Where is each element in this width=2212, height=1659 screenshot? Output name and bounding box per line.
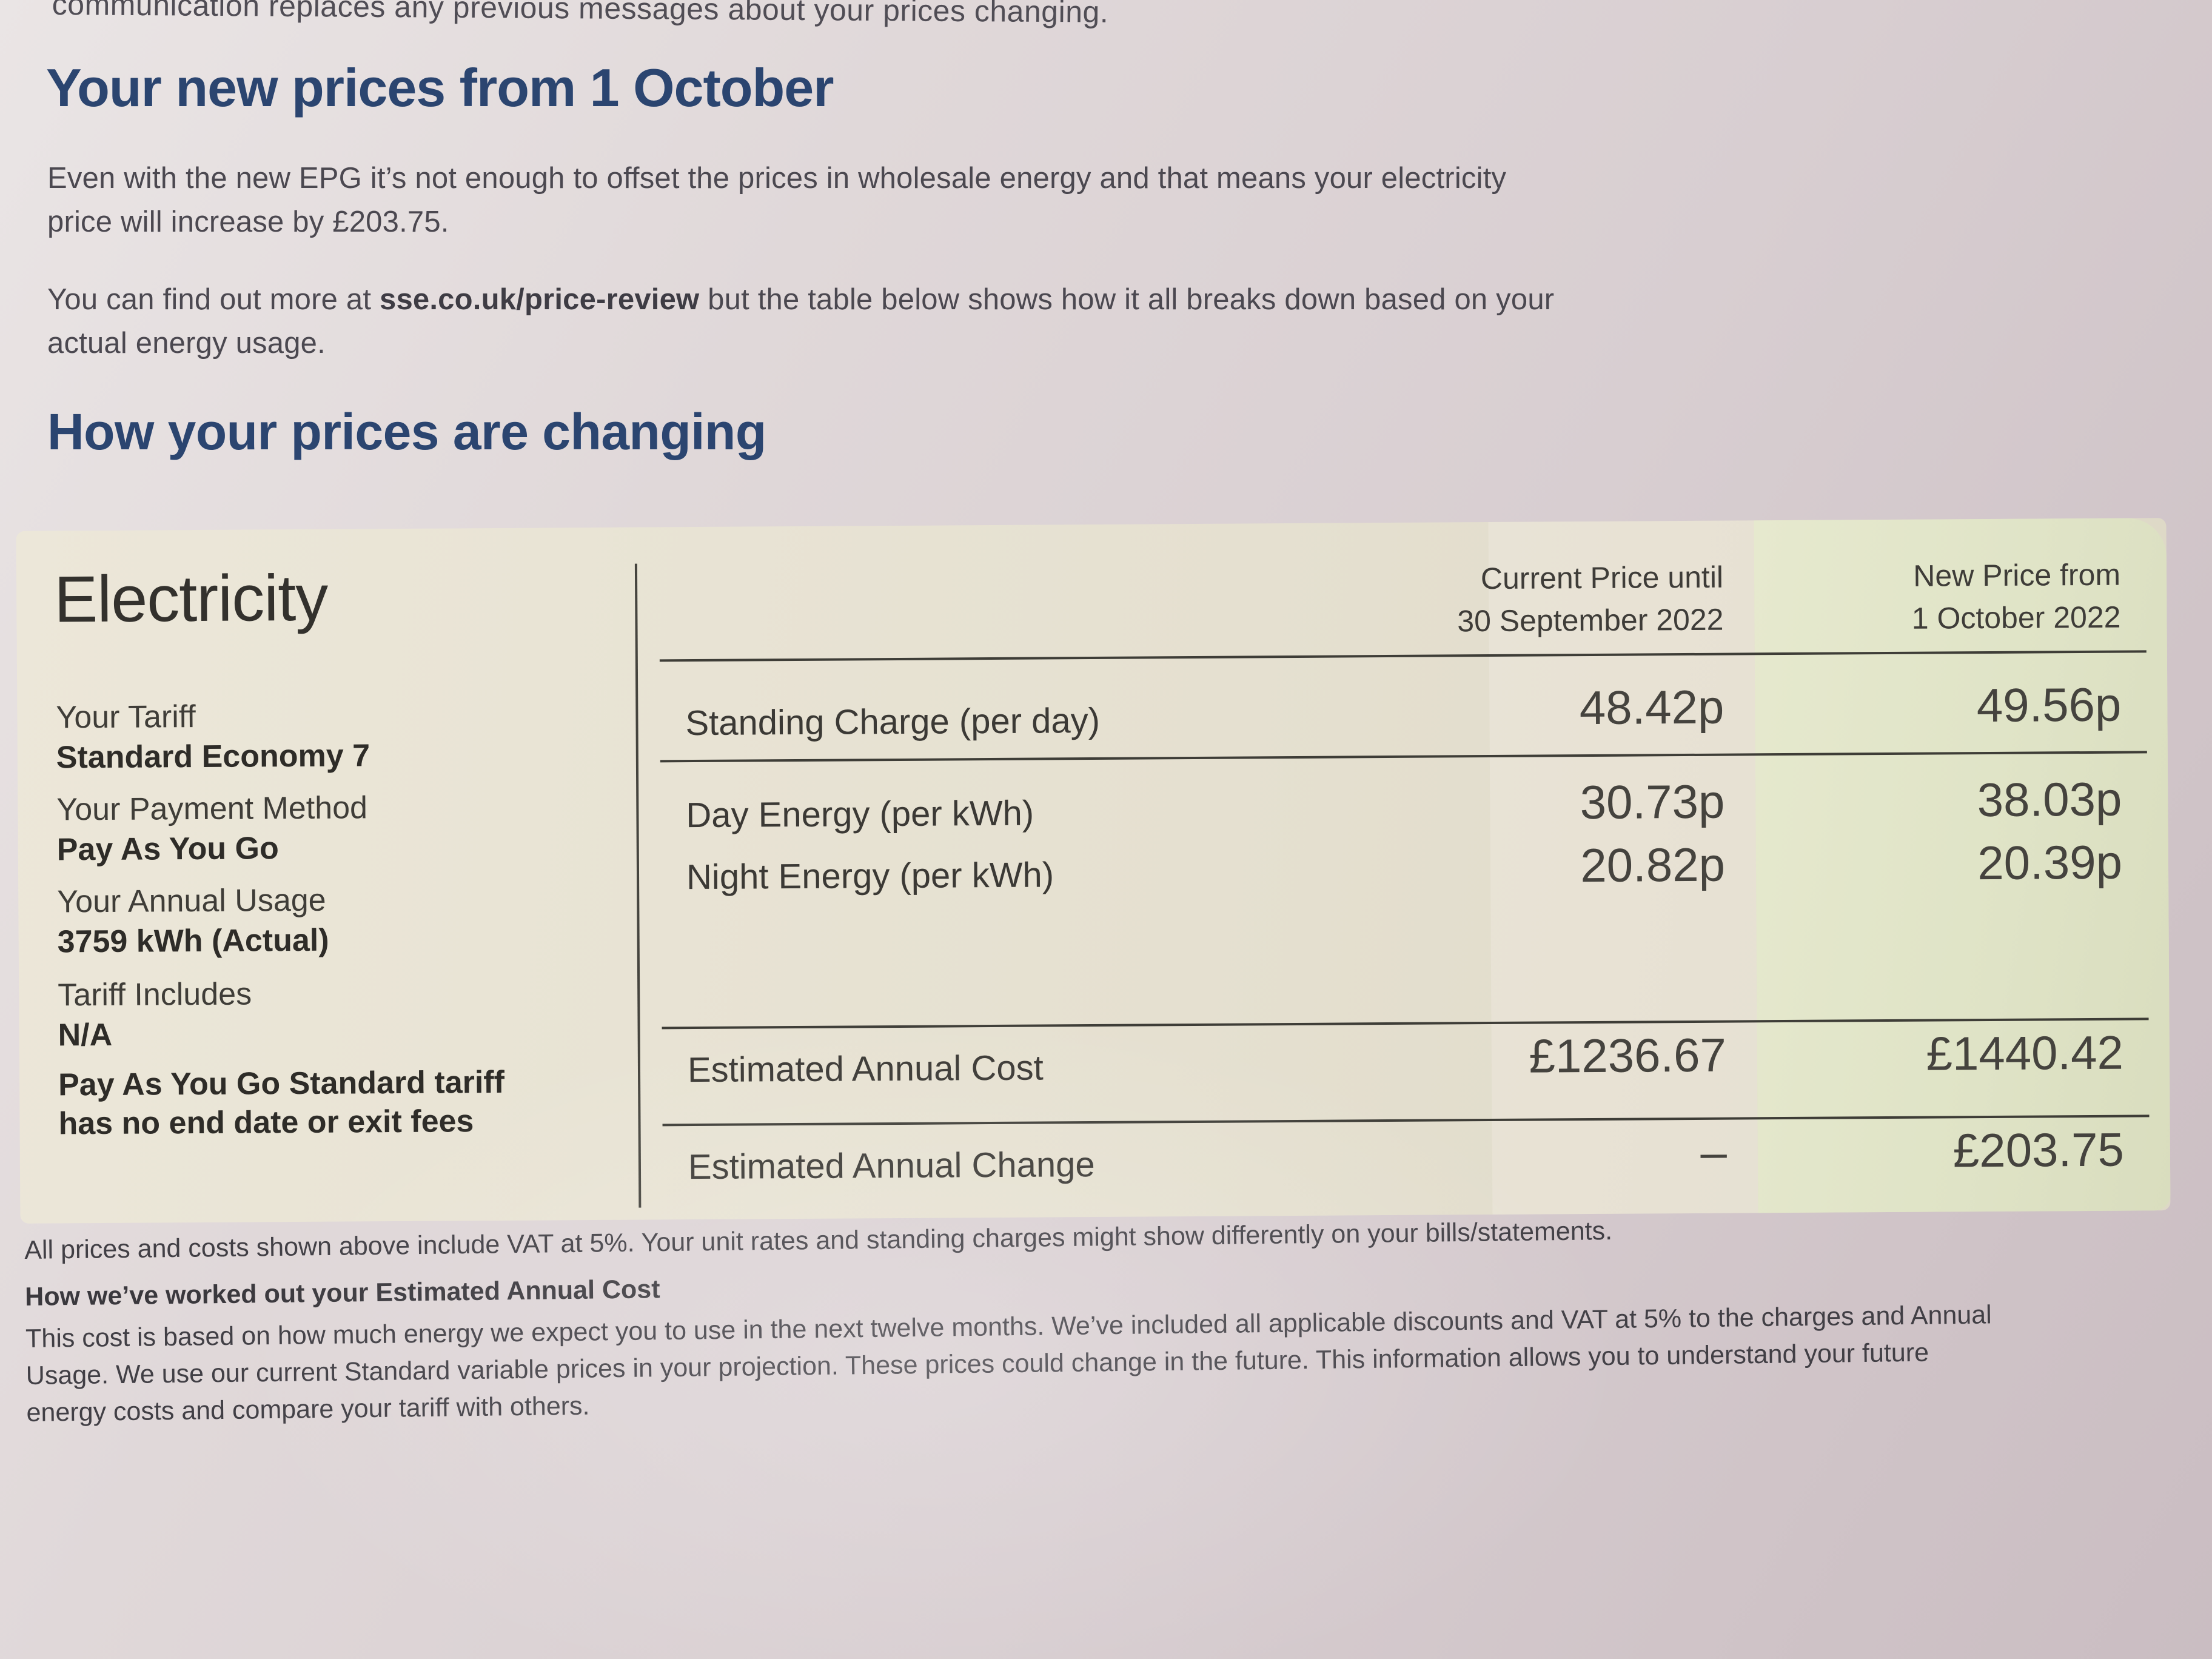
day-energy-new-value: 38.03p bbox=[1977, 772, 2122, 827]
column-header-current-price: Current Price until 30 September 2022 bbox=[1299, 556, 1724, 643]
column-header-line: 30 September 2022 bbox=[1457, 602, 1724, 638]
tariff-includes-label: Tariff Includes bbox=[58, 976, 252, 1013]
row-label-annual-change: Estimated Annual Change bbox=[688, 1144, 1095, 1187]
paragraph-line: Even with the new EPG it’s not enough to… bbox=[47, 162, 1507, 195]
tariff-note-line: Pay As You Go Standard tariff bbox=[58, 1064, 505, 1103]
column-header-new-price: New Price from 1 October 2022 bbox=[1757, 554, 2121, 641]
paragraph-text: You can find out more at bbox=[47, 283, 380, 316]
column-header-line: New Price from bbox=[1913, 557, 2121, 593]
cropped-previous-line: communication replaces any previous mess… bbox=[52, 0, 1109, 29]
annual-usage-label: Your Annual Usage bbox=[57, 882, 326, 920]
column-header-line: Current Price until bbox=[1480, 560, 1724, 596]
row-label-day-energy: Day Energy (per kWh) bbox=[686, 793, 1034, 836]
row-label-standing-charge: Standing Charge (per day) bbox=[685, 700, 1101, 743]
day-energy-current-value: 30.73p bbox=[1580, 774, 1725, 830]
annual-cost-current-value: £1236.67 bbox=[1529, 1028, 1727, 1083]
payment-method-label: Your Payment Method bbox=[56, 790, 368, 828]
annual-cost-new-value: £1440.42 bbox=[1926, 1025, 2124, 1081]
column-header-line: 1 October 2022 bbox=[1911, 600, 2121, 635]
footnotes: All prices and costs shown above include… bbox=[24, 1209, 2197, 1432]
annual-change-current-value: – bbox=[1700, 1125, 1728, 1179]
tariff-value: Standard Economy 7 bbox=[56, 738, 370, 776]
intro-paragraph-2: You can find out more at sse.co.uk/price… bbox=[47, 278, 1554, 365]
standing-charge-current-value: 48.42p bbox=[1579, 680, 1724, 735]
paragraph-line: actual energy usage. bbox=[47, 327, 326, 360]
price-table: Electricity Your Tariff Standard Economy… bbox=[16, 518, 2171, 1224]
annual-usage-value: 3759 kWh (Actual) bbox=[57, 922, 329, 960]
row-label-annual-cost: Estimated Annual Cost bbox=[687, 1048, 1044, 1090]
row-label-night-energy: Night Energy (per kWh) bbox=[686, 855, 1054, 897]
night-energy-new-value: 20.39p bbox=[1977, 835, 2123, 890]
estimated-annual-cost-explainer-body: This cost is based on how much energy we… bbox=[25, 1294, 2197, 1432]
standing-charge-new-value: 49.56p bbox=[1976, 677, 2122, 732]
tariff-label: Your Tariff bbox=[56, 699, 196, 736]
intro-paragraph-1: Even with the new EPG it’s not enough to… bbox=[47, 156, 1506, 244]
tariff-note-line: has no end date or exit fees bbox=[58, 1104, 474, 1142]
night-energy-current-value: 20.82p bbox=[1580, 837, 1726, 893]
paragraph-line: price will increase by £203.75. bbox=[47, 206, 449, 238]
fuel-title: Electricity bbox=[53, 560, 328, 636]
annual-change-new-value: £203.75 bbox=[1952, 1122, 2125, 1178]
section-heading-new-prices: Your new prices from 1 October bbox=[46, 58, 834, 118]
paragraph-text: but the table below shows how it all bre… bbox=[699, 283, 1555, 316]
payment-method-value: Pay As You Go bbox=[56, 831, 279, 868]
section-heading-prices-changing: How your prices are changing bbox=[47, 403, 766, 460]
tariff-includes-value: N/A bbox=[58, 1017, 113, 1053]
paragraph-line: You can find out more at sse.co.uk/price… bbox=[47, 278, 1554, 321]
price-review-url: sse.co.uk/price-review bbox=[380, 283, 700, 316]
